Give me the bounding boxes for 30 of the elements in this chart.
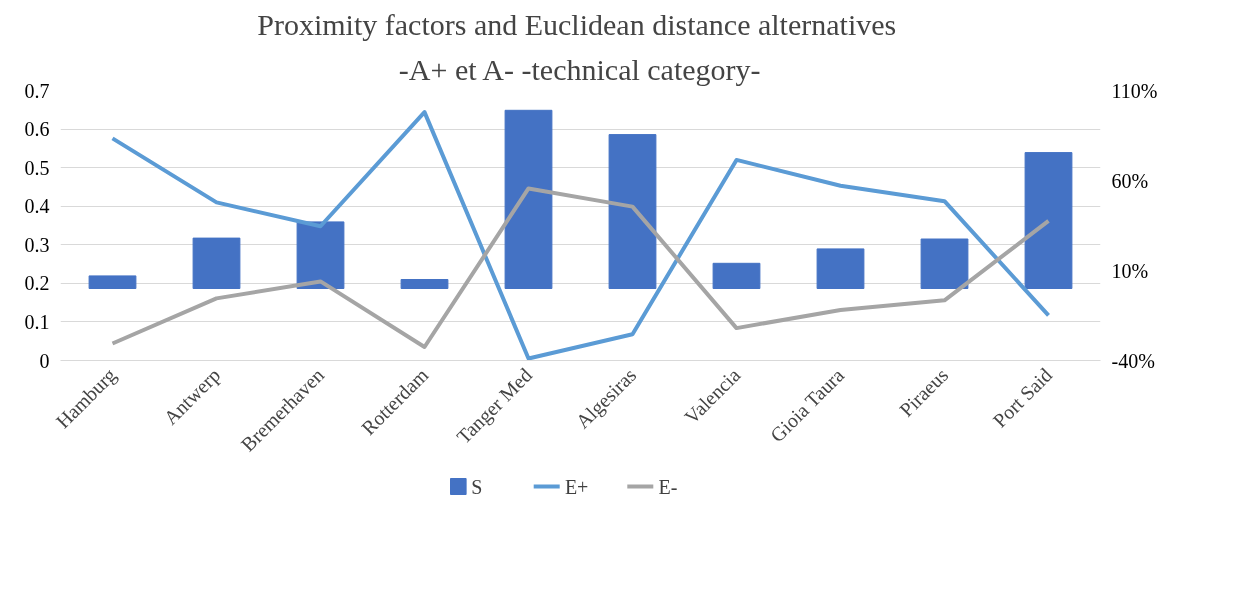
y-tick-label: 0.1 bbox=[24, 310, 50, 333]
y-tick-label: 0.2 bbox=[24, 272, 50, 295]
y-tick-label: 0.4 bbox=[24, 195, 50, 218]
legend-label: S bbox=[471, 475, 483, 498]
legend-label: E- bbox=[658, 475, 678, 498]
bar bbox=[504, 109, 553, 289]
bar bbox=[400, 279, 449, 289]
bar bbox=[920, 238, 969, 289]
y2-tick-label: 110% bbox=[1111, 79, 1158, 102]
y-tick-label: 0.3 bbox=[24, 233, 50, 256]
y2-tick-label: 60% bbox=[1111, 169, 1149, 192]
x-tick-label: Port Said bbox=[988, 363, 1057, 432]
y-tick-label: 0.5 bbox=[24, 156, 50, 179]
y-tick-label: 0.6 bbox=[24, 118, 50, 141]
bar bbox=[296, 221, 345, 289]
chart-title: Proximity factors and Euclidean distance alternatives bbox=[257, 7, 897, 41]
bar bbox=[88, 275, 137, 289]
y-tick-label: 0.7 bbox=[24, 79, 50, 102]
y2-tick-label: -40% bbox=[1111, 349, 1155, 372]
line-series bbox=[110, 186, 1051, 349]
y-tick-label: 0 bbox=[39, 349, 50, 372]
chart-subtitle: -A+ et A- -technical category- bbox=[398, 52, 761, 86]
y2-tick-label: 10% bbox=[1111, 259, 1149, 282]
bar bbox=[712, 262, 761, 289]
bar bbox=[192, 237, 241, 289]
line-series bbox=[110, 110, 1051, 361]
bar bbox=[608, 134, 657, 289]
legend-label: E+ bbox=[564, 475, 589, 498]
bar bbox=[1024, 152, 1073, 289]
bar bbox=[816, 248, 865, 289]
